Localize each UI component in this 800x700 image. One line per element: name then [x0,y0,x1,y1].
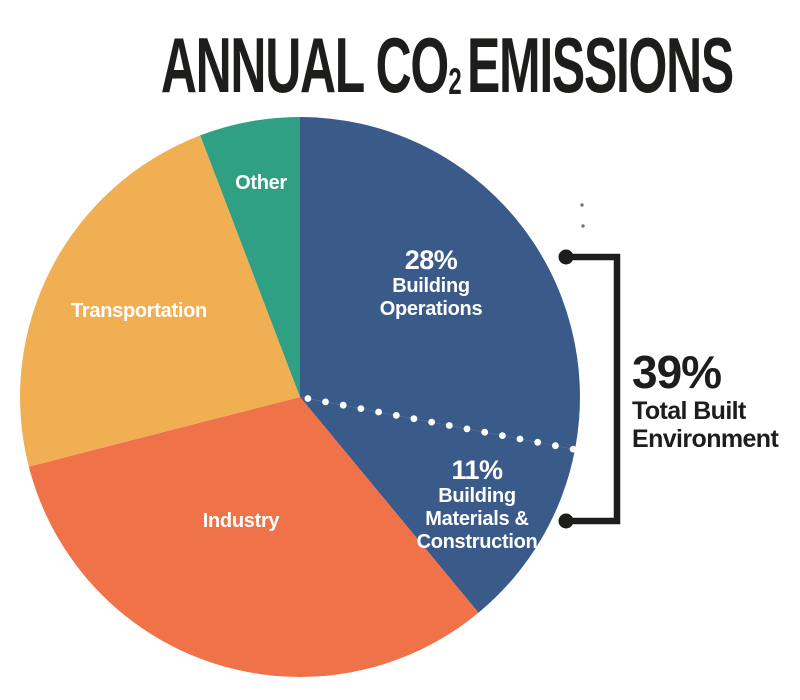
divider-dot [534,438,542,446]
divider-dot [445,422,453,429]
divider-dot [375,408,382,416]
speck-dot [581,224,585,228]
pie-slices [20,117,580,677]
speck-dot [580,203,584,207]
callout-line2: Environment [632,424,779,453]
page-title: ANNUAL CO2EMISSIONS [0,26,800,118]
bracket-line [566,253,621,525]
divider-dot [428,418,435,426]
building-operations-percent: 28% [404,245,458,275]
building-materials-line2: Materials & [425,508,529,530]
divider-dot [481,428,489,436]
building-operations-line1: Building [392,275,470,297]
bracket-bottom-dot [558,513,574,529]
slice-divider-dotted-line [304,395,577,453]
divider-dot [499,432,506,439]
pie-slice-industry [28,397,479,677]
slice-label-building-materials: 11% Building Materials & Construction [417,455,538,554]
title-suffix: EMISSIONS [467,21,734,109]
building-operations-line2: Operations [379,298,483,320]
callout-line1: Total Built [632,397,746,425]
divider-dot [410,415,418,423]
total-built-environment-callout: 39% Total Built Environment [632,346,779,453]
building-materials-line1: Building [438,485,516,507]
slice-label-industry: Industry [203,510,280,533]
transportation-label-text: Transportation [71,300,207,322]
divider-dot [392,412,400,419]
callout-percent: 39% [632,346,722,398]
stray-speck-dots [580,203,585,228]
building-materials-percent: 11% [451,455,503,485]
divider-dot [339,401,347,409]
pie-slice-building-materials-construction [300,397,575,613]
page-title-text: ANNUAL CO2EMISSIONS [161,26,734,118]
slice-label-building-operations: 28% Building Operations [380,245,483,321]
divider-dot [552,442,559,450]
industry-label-text: Industry [202,510,280,532]
divider-dot [357,405,365,412]
slice-label-transportation: Transportation [71,300,207,323]
divider-dot [516,435,524,443]
callout-bracket [558,249,621,529]
slice-label-other: Other [235,172,287,195]
divider-dot [569,445,577,453]
bracket-top-dot [558,249,574,265]
other-label-text: Other [235,172,287,194]
pie-slice-other [200,117,300,397]
building-materials-line3: Construction [416,531,538,553]
pie-slice-building-operations [300,117,580,450]
title-prefix: ANNUAL CO [160,21,449,109]
divider-dot [322,398,329,406]
title-subscript: 2 [448,60,462,103]
divider-dot [463,425,471,433]
pie-slice-transportation [20,135,300,467]
divider-dot [304,395,312,402]
